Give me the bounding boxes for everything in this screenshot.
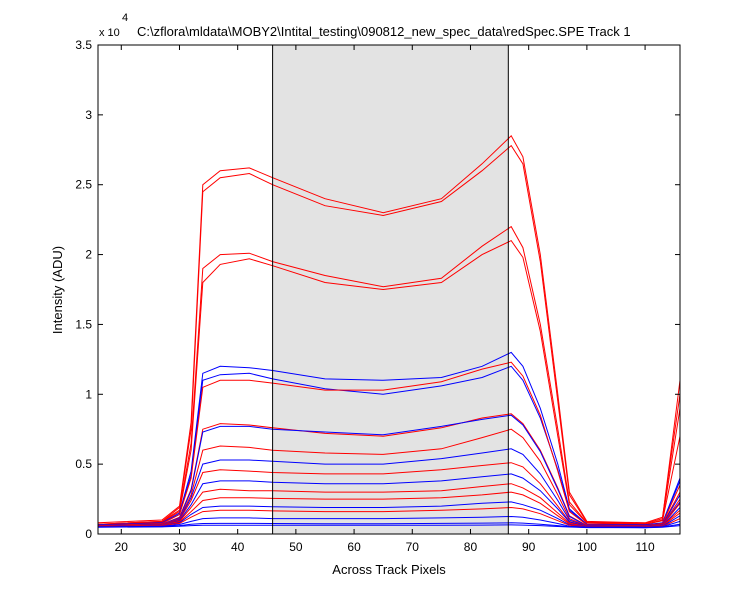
series-line-11 bbox=[98, 448, 680, 528]
x-tick-label: 20 bbox=[115, 540, 129, 554]
y-axis-multiplier: x 10 bbox=[99, 27, 120, 39]
series-line-4 bbox=[98, 239, 680, 526]
series-line-20 bbox=[98, 524, 680, 529]
y-tick-label: 2.5 bbox=[75, 178, 92, 192]
series-line-10 bbox=[98, 428, 680, 527]
y-tick-label: 0 bbox=[85, 527, 92, 541]
x-tick-label: 70 bbox=[406, 540, 420, 554]
x-tick-label: 40 bbox=[231, 540, 245, 554]
chart-title: C:\zflora\mldata\MOBY2\Intital_testing\0… bbox=[137, 24, 631, 39]
x-tick-label: 60 bbox=[347, 540, 361, 554]
y-tick-label: 2 bbox=[85, 248, 92, 262]
x-tick-label: 110 bbox=[636, 540, 655, 554]
y-tick-label: 0.5 bbox=[75, 457, 92, 471]
y-tick-label: 1 bbox=[85, 387, 92, 401]
series-line-2 bbox=[98, 144, 680, 525]
series-line-6 bbox=[98, 365, 680, 527]
series-line-3 bbox=[98, 225, 680, 525]
y-tick-label: 3 bbox=[85, 108, 92, 122]
y-axis-label: Intensity (ADU) bbox=[50, 246, 65, 334]
y-tick-label: 1.5 bbox=[75, 317, 92, 331]
y-tick-label: 3.5 bbox=[75, 38, 92, 52]
series-line-7 bbox=[98, 361, 680, 527]
axes-box bbox=[97, 44, 681, 535]
x-tick-label: 100 bbox=[577, 540, 597, 554]
shaded-region bbox=[272, 45, 509, 534]
series-line-9 bbox=[98, 414, 680, 527]
x-tick-label: 80 bbox=[464, 540, 478, 554]
y-axis-multiplier-exponent: 4 bbox=[122, 12, 128, 24]
x-tick-label: 50 bbox=[289, 540, 303, 554]
x-tick-label: 30 bbox=[173, 540, 187, 554]
series-lines bbox=[98, 134, 680, 529]
x-tick-label: 90 bbox=[522, 540, 536, 554]
x-axis-label: Across Track Pixels bbox=[332, 562, 446, 577]
plot-area: 20 30 40 50 60 70 80 90 100 110 0 0.5 1 1.5 2 2.5 3 3.5 bbox=[75, 38, 681, 554]
